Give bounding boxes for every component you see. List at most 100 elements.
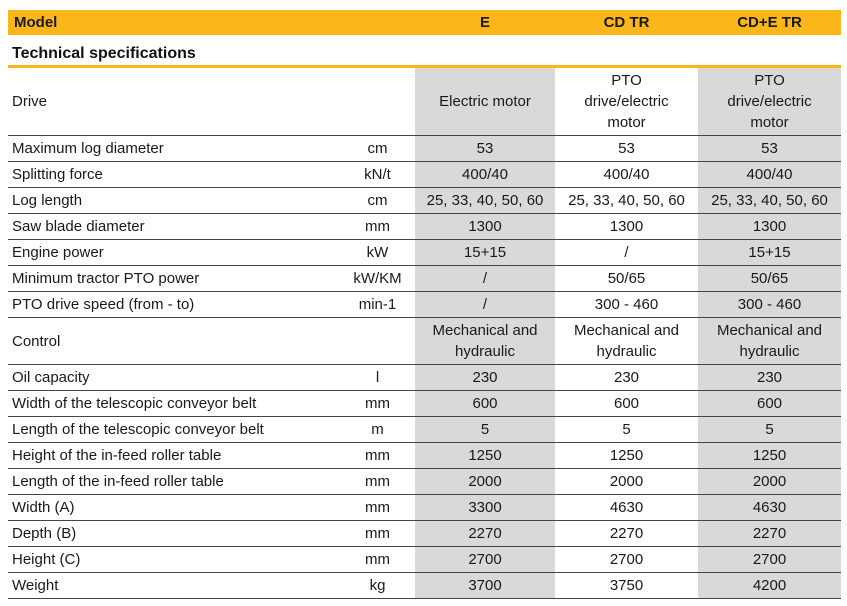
- row-label: Engine power: [12, 244, 104, 261]
- value-cd-e-tr: 400/40: [698, 161, 841, 188]
- model-name-e: E: [479, 14, 490, 31]
- value-e: 600: [415, 390, 555, 417]
- value-cd-e-tr: 2270: [698, 520, 841, 547]
- value-cd-e-tr: 4630: [698, 494, 841, 521]
- value-cd-tr: 2270: [609, 525, 644, 542]
- model-name-cd-tr: CD TR: [603, 14, 650, 31]
- row-label: Maximum log diameter: [12, 140, 164, 157]
- value-cd-tr: 600: [613, 395, 640, 412]
- table-row: Splitting force kN/t 400/40 400/40 400/40: [8, 161, 841, 188]
- row-unit: mm: [365, 395, 390, 412]
- spec-table: Drive Electric motor PTO drive/electric mo…: [8, 68, 841, 599]
- value-cd-e-tr: 1300: [698, 213, 841, 240]
- row-label: Width of the telescopic conveyor belt: [12, 395, 257, 412]
- row-label: PTO drive speed (from - to): [12, 296, 195, 313]
- value-e: 5: [415, 416, 555, 443]
- value-cd-e-tr: 4200: [698, 572, 841, 599]
- value-cd-tr: 400/40: [603, 166, 650, 183]
- value-cd-e-tr: 25, 33, 40, 50, 60: [698, 187, 841, 214]
- row-label: Height of the in-feed roller table: [12, 447, 222, 464]
- row-unit: mm: [365, 473, 390, 490]
- row-unit: mm: [365, 525, 390, 542]
- table-row: Length of the telescopic conveyor belt m 5…: [8, 416, 841, 443]
- table-row: Oil capacity l 230 230 230: [8, 364, 841, 391]
- value-cd-tr: 50/65: [607, 270, 646, 287]
- table-row: Height of the in-feed roller table mm 1250…: [8, 442, 841, 469]
- value-cd-e-tr: 50/65: [698, 265, 841, 292]
- table-row: Weight kg 3700 3750 4200: [8, 572, 841, 599]
- value-cd-e-tr: 230: [698, 364, 841, 391]
- row-unit: kW/KM: [353, 270, 402, 287]
- value-e: 230: [415, 364, 555, 391]
- value-cd-tr: 4630: [609, 499, 644, 516]
- value-cd-tr: 53: [618, 140, 635, 157]
- row-unit: mm: [365, 447, 390, 464]
- table-row: PTO drive speed (from - to) min-1 / 300 - 4…: [8, 291, 841, 318]
- value-cd-e-tr: 1250: [698, 442, 841, 469]
- table-row: Minimum tractor PTO power kW/KM / 50/65 50/6…: [8, 265, 841, 292]
- row-label: Splitting force: [12, 166, 103, 183]
- value-e: 15+15: [415, 239, 555, 266]
- row-unit: mm: [365, 551, 390, 568]
- row-unit: cm: [367, 192, 388, 209]
- row-unit: l: [375, 369, 380, 386]
- row-label: Length of the in-feed roller table: [12, 473, 224, 490]
- value-cd-e-tr: 2700: [698, 546, 841, 573]
- table-row: Width (A) mm 3300 4630 4630: [8, 494, 841, 521]
- row-label: Oil capacity: [12, 369, 90, 386]
- row-label: Length of the telescopic conveyor belt: [12, 421, 264, 438]
- section-title: Technical specifications: [12, 45, 196, 62]
- row-unit: kg: [369, 577, 386, 594]
- spec-table-body: Drive Electric motor PTO drive/electric mo…: [8, 68, 841, 599]
- row-unit: mm: [365, 218, 390, 235]
- value-cd-tr: /: [624, 244, 629, 261]
- row-unit: cm: [367, 140, 388, 157]
- value-cd-tr: 2000: [609, 473, 644, 490]
- value-e: /: [415, 265, 555, 292]
- section-heading: Technical specifications: [8, 44, 841, 68]
- model-header-label: Model: [14, 14, 58, 31]
- value-e: 25, 33, 40, 50, 60: [415, 187, 555, 214]
- value-cd-tr: 3750: [609, 577, 644, 594]
- value-cd-e-tr: 2000: [698, 468, 841, 495]
- value-e: 3700: [415, 572, 555, 599]
- model-name-cd-e-tr: CD+E TR: [737, 14, 802, 31]
- value-e: 1300: [415, 213, 555, 240]
- value-e: Mechanical and hydraulic: [415, 317, 555, 365]
- value-e: 2000: [415, 468, 555, 495]
- row-label: Control: [12, 332, 61, 350]
- value-cd-tr: PTO drive/electric motor: [584, 72, 669, 131]
- row-unit: mm: [365, 499, 390, 516]
- row-unit: m: [371, 421, 384, 438]
- value-cd-tr: 230: [613, 369, 640, 386]
- row-label: Depth (B): [12, 525, 77, 542]
- row-unit: [340, 318, 415, 365]
- value-cd-e-tr: Mechanical and hydraulic: [698, 317, 841, 365]
- value-cd-e-tr: 5: [698, 416, 841, 443]
- value-cd-e-tr: 300 - 460: [698, 291, 841, 318]
- value-cd-tr: 300 - 460: [594, 296, 659, 313]
- value-e: 400/40: [415, 161, 555, 188]
- row-unit: kW: [366, 244, 389, 261]
- value-e: 2700: [415, 546, 555, 573]
- row-unit: kN/t: [364, 166, 391, 183]
- row-label: Saw blade diameter: [12, 218, 145, 235]
- row-label: Log length: [12, 192, 83, 209]
- table-row: Saw blade diameter mm 1300 1300 1300: [8, 213, 841, 240]
- value-cd-tr: 2700: [609, 551, 644, 568]
- value-e: 53: [415, 135, 555, 162]
- table-row: Control Mechanical and hydraulic Mechanica…: [8, 317, 841, 365]
- table-row: Width of the telescopic conveyor belt mm 6…: [8, 390, 841, 417]
- value-cd-e-tr: 15+15: [698, 239, 841, 266]
- value-e: /: [415, 291, 555, 318]
- row-unit: [340, 68, 415, 136]
- row-label: Height (C): [12, 551, 81, 568]
- table-row: Length of the in-feed roller table mm 2000…: [8, 468, 841, 495]
- value-e: Electric motor: [415, 68, 555, 136]
- row-label: Weight: [12, 577, 59, 594]
- table-row: Height (C) mm 2700 2700 2700: [8, 546, 841, 573]
- table-row: Depth (B) mm 2270 2270 2270: [8, 520, 841, 547]
- value-e: 2270: [415, 520, 555, 547]
- value-cd-e-tr: PTO drive/electric motor: [698, 68, 841, 136]
